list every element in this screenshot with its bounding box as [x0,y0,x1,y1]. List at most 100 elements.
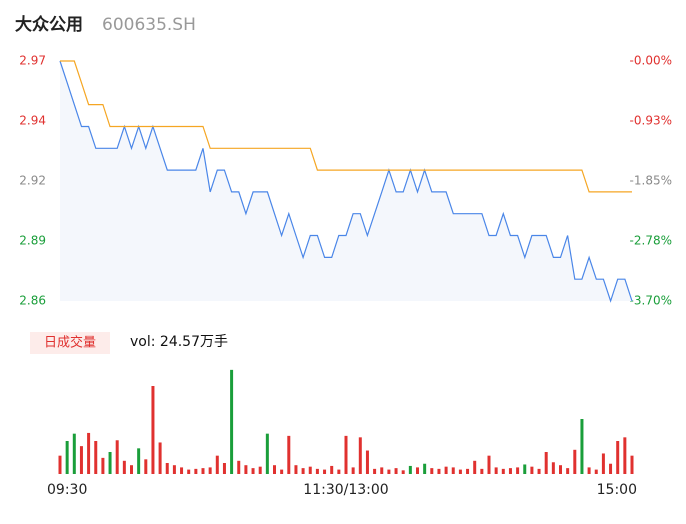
y-tick-label: 2.89 [19,234,46,248]
volume-bar [594,469,598,474]
volume-bar [430,468,434,474]
volume-bar [172,465,176,474]
y-tick-label: 2.94 [19,114,46,128]
volume-bar [365,450,369,474]
volume-bar [444,466,448,474]
volume-bar [344,435,348,474]
volume-bar [516,467,520,474]
stock-code: 600635.SH [102,15,196,35]
volume-bar [559,465,562,474]
volume-bar [387,469,391,474]
y-tick-label: 2.86 [19,294,46,308]
volume-bar [544,452,548,474]
volume-bar [308,466,312,474]
volume-bar [244,465,248,474]
volume-bar [394,468,398,474]
volume-bar [551,462,555,474]
volume-bar [65,441,69,474]
volume-bar [137,448,141,474]
volume-bar [587,467,591,474]
volume-bar [601,453,605,474]
volume-bar [473,460,477,474]
volume-bar [165,463,169,474]
volume-bar [408,465,412,474]
y2-tick-label: -2.78% [630,234,672,248]
volume-bar [280,469,284,474]
volume-bar [423,463,427,474]
volume-bar [416,467,419,474]
volume-bar [501,468,505,474]
volume-bar [237,460,241,474]
volume-bar [58,455,62,474]
volume-bar [115,440,119,474]
price-line [59,60,633,303]
volume-bar [337,469,341,474]
volume-bar [94,441,98,474]
volume-bar [351,467,355,474]
volume-bar [451,467,455,474]
volume-bar [487,455,491,474]
volume-bar [480,468,484,474]
volume-bar [530,466,534,474]
volume-bar [508,468,512,474]
volume-bar [122,460,126,474]
volume-bar [358,437,362,474]
volume-bar [566,468,570,474]
volume-bar [194,468,198,474]
volume-bar [158,442,162,474]
average-line [60,60,632,193]
volume-bar [523,464,527,474]
volume-bar [258,466,262,474]
volume-bar [609,463,613,474]
volume-bar [215,455,219,474]
volume-bar [101,457,105,474]
volume-bar [323,469,327,474]
volume-bar [230,369,234,474]
volume-bar [180,467,184,474]
volume-bar [437,468,441,474]
y2-tick-label: -1.85% [630,174,672,188]
volume-bar [630,455,634,474]
volume-bar [401,470,405,474]
price-area [60,61,632,301]
y-tick-label: 2.92 [19,174,46,188]
volume-bar [287,435,291,474]
volume-bar [273,465,276,474]
x-tick-label: 09:30 [47,482,87,498]
volume-bar [623,437,627,474]
volume-label-box [30,332,110,354]
volume-bar [315,468,319,474]
volume-bar [458,469,462,474]
volume-bar [201,468,205,474]
volume-bar [294,465,298,474]
volume-bar [537,468,541,474]
volume-bar [108,452,112,474]
volume-bar [616,441,620,474]
volume-bar [72,433,76,474]
volume-bar [222,463,226,474]
volume-label: 日成交量 [44,335,96,351]
y-tick-label: 2.97 [19,54,46,68]
volume-bar [130,465,133,474]
volume-bar [494,467,498,474]
volume-bar [301,468,305,474]
volume-bar [373,468,377,474]
x-tick-label: 11:30/13:00 [303,482,388,498]
volume-bar [330,465,334,474]
y2-tick-label: -3.70% [630,294,672,308]
volume-bar [251,468,255,474]
volume-bar [573,449,577,474]
volume-bar [208,467,212,474]
volume-bar [144,459,148,474]
volume-bar [87,432,91,474]
volume-bar [151,386,155,474]
volume-bar [187,469,191,474]
volume-bar [466,468,470,474]
x-tick-label: 15:00 [597,482,637,498]
volume-bar [265,433,269,474]
volume-bar [380,467,384,474]
stock-name: 大众公用 [15,14,83,35]
volume-bar [580,419,584,474]
